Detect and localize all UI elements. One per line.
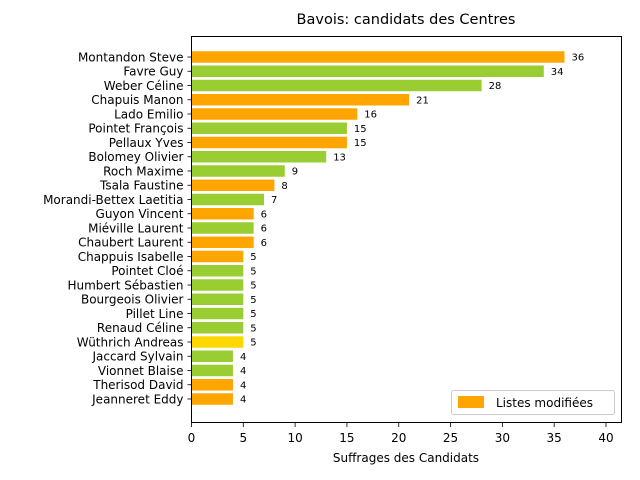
y-tick-label: Bourgeois Olivier (81, 293, 184, 307)
y-tick-label: Jeanneret Eddy (91, 392, 183, 406)
bar-13 (191, 236, 254, 248)
x-tick-label: 40 (598, 431, 613, 445)
bar-21 (191, 350, 233, 362)
bar-value-label: 6 (261, 238, 267, 249)
y-tick-label: Wüthrich Andreas (77, 335, 184, 349)
bar-value-label: 16 (364, 110, 377, 121)
y-tick-label: Roch Maxime (103, 164, 183, 178)
y-tick-label: Montandon Steve (78, 50, 184, 64)
bar-value-label: 7 (271, 195, 277, 206)
x-axis-ticks: 0 5 10 15 20 25 30 35 40 (188, 422, 614, 445)
bar-value-label: 21 (416, 95, 429, 106)
bar-16 (191, 279, 244, 291)
x-tick-label: 15 (339, 431, 354, 445)
y-tick-label: Lado Emilio (114, 107, 183, 121)
bar-value-label: 5 (250, 323, 256, 334)
bar-1 (191, 65, 544, 77)
bar-15 (191, 265, 244, 277)
y-tick-label: Tsala Faustine (99, 179, 184, 193)
x-tick-label: 30 (495, 431, 510, 445)
x-tick-label: 20 (391, 431, 406, 445)
x-axis-title: Suffrages des Candidats (333, 451, 479, 465)
bar-value-label: 5 (250, 252, 256, 263)
plot-frame (191, 36, 622, 423)
bar-value-label: 28 (489, 81, 502, 92)
x-tick-label: 10 (287, 431, 302, 445)
y-tick-label: Pellaux Yves (109, 136, 184, 150)
bar-value-label: 8 (281, 181, 287, 192)
bar-2 (191, 79, 482, 92)
bar-14 (191, 250, 244, 263)
bar-value-label: 6 (261, 224, 267, 235)
y-tick-label: Bolomey Olivier (88, 150, 183, 164)
bar-6 (191, 136, 347, 149)
bar-12 (191, 222, 254, 234)
y-tick-label: Guyon Vincent (96, 207, 184, 221)
y-tick-label: Pointet François (88, 122, 183, 136)
bar-value-label: 4 (240, 352, 246, 363)
y-tick-label: Chappuis Isabelle (78, 250, 184, 264)
x-tick-label: 35 (547, 431, 562, 445)
bar-17 (191, 293, 244, 305)
bar-11 (191, 208, 254, 220)
bar-5 (191, 122, 347, 134)
legend-label: Listes modifiées (496, 396, 593, 410)
y-tick-label: Morandi-Bettex Laetitia (43, 193, 183, 207)
chart-title: Bavois: candidats des Centres (297, 12, 516, 28)
legend-swatch (458, 396, 484, 408)
bar-value-label: 4 (240, 380, 246, 391)
bar-value-label: 5 (250, 281, 256, 292)
bar-19 (191, 322, 244, 334)
y-tick-label: Renaud Céline (97, 321, 184, 335)
bar-value-label: 15 (354, 124, 367, 135)
y-tick-label: Pointet Cloé (111, 264, 183, 278)
bar-18 (191, 307, 244, 320)
bar-value-label: 6 (261, 209, 267, 220)
y-tick-label: Weber Céline (104, 79, 184, 93)
bar-7 (191, 151, 327, 163)
x-tick-label: 5 (239, 431, 247, 445)
y-tick-label: Miéville Laurent (88, 221, 184, 235)
bar-10 (191, 193, 265, 206)
bar-value-label: 15 (354, 138, 367, 149)
bar-value-label: 4 (240, 395, 246, 406)
bar-22 (191, 364, 233, 377)
bar-24 (191, 393, 233, 405)
bar-value-label: 4 (240, 366, 246, 377)
bar-9 (191, 179, 275, 191)
bar-23 (191, 379, 233, 391)
bar-value-label: 9 (292, 167, 298, 178)
bar-value-label: 34 (551, 67, 564, 78)
x-tick-label: 25 (443, 431, 458, 445)
bar-3 (191, 94, 410, 106)
y-tick-label: Chaubert Laurent (78, 236, 184, 250)
y-tick-label: Chapuis Manon (91, 93, 183, 107)
y-tick-label: Humbert Sébastien (67, 278, 183, 292)
bar-value-label: 5 (250, 309, 256, 320)
bar-0 (191, 51, 565, 63)
x-tick-label: 0 (188, 431, 196, 445)
bar-value-label: 36 (572, 53, 585, 64)
y-tick-label: Therisod David (92, 378, 183, 392)
y-tick-label: Pillet Line (126, 307, 184, 321)
y-tick-label: Vionnet Blaise (98, 364, 184, 378)
bar-20 (191, 336, 244, 348)
bars-group (191, 51, 565, 405)
bar-8 (191, 165, 285, 177)
bar-value-label: 5 (250, 338, 256, 349)
legend: Listes modifiées (451, 390, 615, 415)
bar-4 (191, 108, 358, 120)
bar-value-label: 5 (250, 266, 256, 277)
bar-value-label: 5 (250, 295, 256, 306)
bar-value-label: 13 (333, 152, 346, 163)
legend-box (451, 390, 615, 415)
y-tick-label: Favre Guy (123, 65, 183, 79)
y-tick-label: Jaccard Sylvain (91, 350, 183, 364)
